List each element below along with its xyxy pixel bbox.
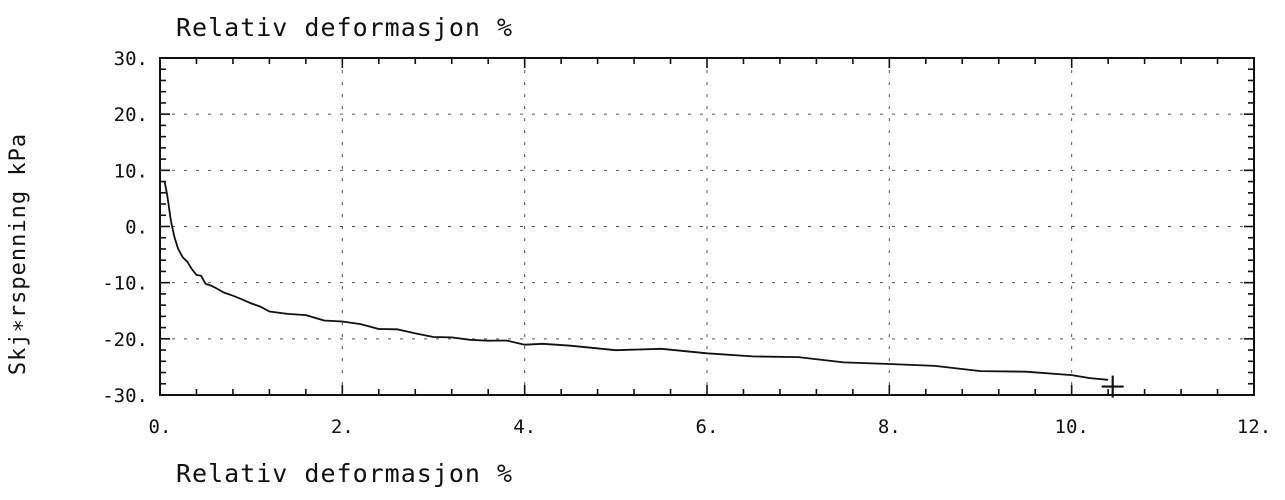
y-tick-label: -10. (102, 273, 148, 295)
y-tick-label: -30. (102, 385, 148, 407)
y-tick-label: -20. (102, 329, 148, 351)
y-tick-labels: 30. 20. 10. 0. -10. -20. -30. (102, 48, 148, 407)
y-tick-label: 30. (114, 48, 148, 70)
chart-title: Relativ deformasjon % (176, 13, 513, 42)
x-tick-label: 6. (696, 416, 719, 438)
x-axis-label: Relativ deformasjon % (176, 459, 513, 488)
x-tick-labels: 0. 2. 4. 6. 8. 10. 12. (149, 416, 1272, 438)
x-tick-label: 2. (331, 416, 354, 438)
series-line (163, 181, 1109, 381)
x-tick-label: 10. (1055, 416, 1089, 438)
x-tick-label: 0. (149, 416, 172, 438)
y-tick-label: 20. (114, 104, 148, 126)
plot-frame (159, 57, 1255, 396)
y-tick-label: 0. (125, 217, 148, 239)
x-tick-label: 12. (1237, 416, 1271, 438)
grid (160, 58, 1254, 395)
y-tick-label: 10. (114, 160, 148, 182)
x-tick-label: 4. (513, 416, 536, 438)
x-tick-label: 8. (878, 416, 901, 438)
end-marker (1101, 375, 1124, 398)
y-axis-label: Skj∗rspenning kPa (6, 133, 31, 375)
